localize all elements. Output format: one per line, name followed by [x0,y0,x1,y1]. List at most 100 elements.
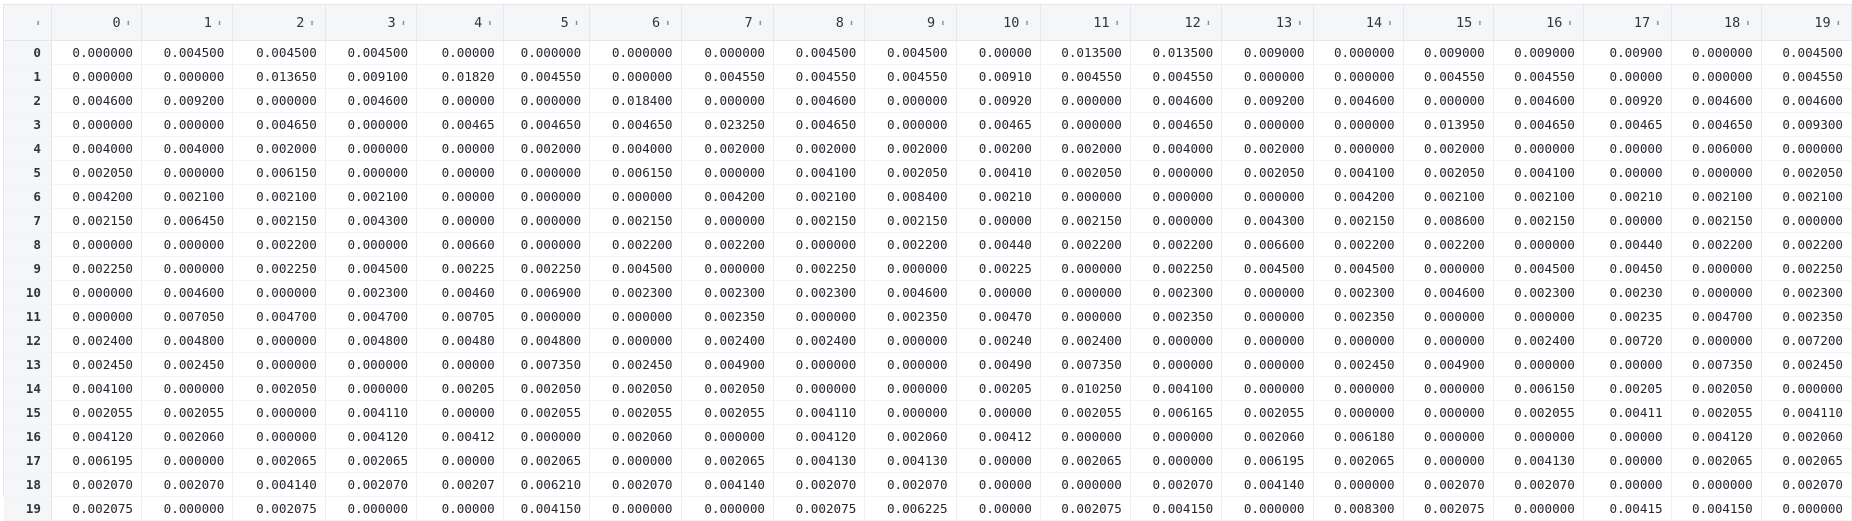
table-cell[interactable]: 0.000000 [1313,400,1404,425]
table-cell[interactable]: 0.000000 [864,400,957,425]
table-cell[interactable]: 0.004130 [864,448,957,473]
table-cell[interactable]: 0.004600 [1671,88,1762,113]
table-cell[interactable]: 0.002050 [1671,376,1762,401]
table-cell[interactable]: 0.000000 [1671,256,1762,281]
table-cell[interactable]: 0.008400 [864,184,957,209]
table-cell[interactable]: 0.004600 [1761,88,1852,113]
table-cell[interactable]: 0.000000 [141,256,234,281]
table-cell[interactable]: 0.000000 [325,112,418,137]
table-cell[interactable]: 0.002050 [51,160,143,185]
table-cell[interactable]: 0.00000 [416,208,504,233]
table-cell[interactable]: 0.00465 [1583,112,1672,137]
table-cell[interactable]: 0.000000 [141,232,234,257]
column-header-10[interactable]: 10 ⬍ [956,5,1041,41]
table-cell[interactable]: 0.002300 [1130,280,1223,305]
sort-icon[interactable]: ⬍ [665,18,671,29]
table-cell[interactable]: 0.002150 [1493,208,1584,233]
table-cell[interactable]: 0.000000 [1221,184,1314,209]
table-cell[interactable]: 0.000000 [141,448,234,473]
sort-icon[interactable]: ⬍ [1745,18,1751,29]
table-cell[interactable]: 0.000000 [1040,112,1131,137]
table-cell[interactable]: 0.000000 [1040,472,1131,497]
table-cell[interactable]: 0.000000 [325,232,418,257]
table-cell[interactable]: 0.002050 [1040,160,1131,185]
table-cell[interactable]: 0.002100 [232,184,326,209]
table-cell[interactable]: 0.00440 [956,232,1041,257]
table-cell[interactable]: 0.006150 [232,160,326,185]
column-header-18[interactable]: 18 ⬍ [1671,5,1762,41]
table-cell[interactable]: 0.002065 [1040,448,1131,473]
table-cell[interactable]: 0.004150 [1130,496,1223,521]
table-cell[interactable]: 0.000000 [681,424,775,449]
table-cell[interactable]: 0.00411 [1583,400,1672,425]
table-cell[interactable]: 0.004100 [1493,160,1584,185]
table-cell[interactable]: 0.004650 [503,112,591,137]
table-cell[interactable]: 0.000000 [232,88,326,113]
table-cell[interactable]: 0.000000 [503,232,591,257]
table-cell[interactable]: 0.00000 [956,496,1041,521]
column-header-13[interactable]: 13 ⬍ [1221,5,1314,41]
table-cell[interactable]: 0.002060 [141,424,234,449]
table-cell[interactable]: 0.002055 [1671,400,1762,425]
table-cell[interactable]: 0.000000 [232,280,326,305]
table-cell[interactable]: 0.018400 [589,88,682,113]
table-cell[interactable]: 0.004900 [681,352,775,377]
table-cell[interactable]: 0.004110 [773,400,866,425]
table-cell[interactable]: 0.007350 [503,352,591,377]
table-cell[interactable]: 0.00200 [956,136,1041,161]
table-cell[interactable]: 0.006900 [503,280,591,305]
table-cell[interactable]: 0.00230 [1583,280,1672,305]
table-cell[interactable]: 0.000000 [232,424,326,449]
table-cell[interactable]: 0.000000 [141,496,234,521]
table-cell[interactable]: 0.002250 [51,256,143,281]
table-cell[interactable]: 0.00415 [1583,496,1672,521]
table-cell[interactable]: 0.00480 [416,328,504,353]
sort-icon[interactable]: ⬍ [309,18,315,29]
sort-icon[interactable]: ⬍ [1205,18,1212,29]
table-cell[interactable]: 0.002200 [1130,232,1223,257]
table-cell[interactable]: 0.002050 [503,376,591,401]
table-cell[interactable]: 0.000000 [1040,256,1131,281]
table-cell[interactable]: 0.004300 [1221,208,1314,233]
column-header-4[interactable]: 4 ⬍ [416,5,504,41]
table-cell[interactable]: 0.002200 [1040,232,1131,257]
table-cell[interactable]: 0.00000 [1583,424,1672,449]
table-cell[interactable]: 0.004600 [325,88,418,113]
table-cell[interactable]: 0.002250 [503,256,591,281]
table-cell[interactable]: 0.000000 [503,184,591,209]
table-cell[interactable]: 0.002200 [681,232,775,257]
table-cell[interactable]: 0.000000 [1493,424,1584,449]
table-cell[interactable]: 0.007350 [1671,352,1762,377]
table-cell[interactable]: 0.006150 [589,160,682,185]
table-cell[interactable]: 0.00000 [956,208,1041,233]
table-cell[interactable]: 0.002070 [1493,472,1584,497]
table-cell[interactable]: 0.000000 [1493,352,1584,377]
table-cell[interactable]: 0.004000 [589,136,682,161]
table-cell[interactable]: 0.002070 [1130,472,1223,497]
table-cell[interactable]: 0.00000 [416,184,504,209]
table-cell[interactable]: 0.000000 [232,400,326,425]
table-cell[interactable]: 0.00000 [416,160,504,185]
table-cell[interactable]: 0.002450 [589,352,682,377]
table-cell[interactable]: 0.002055 [141,400,234,425]
table-cell[interactable]: 0.002300 [773,280,866,305]
sort-icon[interactable]: ⬍ [1114,18,1120,29]
table-cell[interactable]: 0.002350 [1130,304,1223,329]
table-cell[interactable]: 0.004140 [232,472,326,497]
table-cell[interactable]: 0.002050 [1221,160,1314,185]
table-cell[interactable]: 0.002065 [503,448,591,473]
table-cell[interactable]: 0.002200 [1403,232,1494,257]
table-cell[interactable]: 0.002150 [232,208,326,233]
table-cell[interactable]: 0.000000 [1403,304,1494,329]
table-cell[interactable]: 0.000000 [681,208,775,233]
table-cell[interactable]: 0.002055 [51,400,143,425]
table-cell[interactable]: 0.002300 [589,280,682,305]
table-cell[interactable]: 0.004200 [51,184,143,209]
table-cell[interactable]: 0.00000 [1583,64,1672,89]
table-cell[interactable]: 0.000000 [1313,112,1404,137]
table-cell[interactable]: 0.004500 [325,40,418,65]
table-cell[interactable]: 0.006180 [1313,424,1404,449]
table-cell[interactable]: 0.000000 [1403,328,1494,353]
table-cell[interactable]: 0.00440 [1583,232,1672,257]
table-cell[interactable]: 0.002055 [1221,400,1314,425]
